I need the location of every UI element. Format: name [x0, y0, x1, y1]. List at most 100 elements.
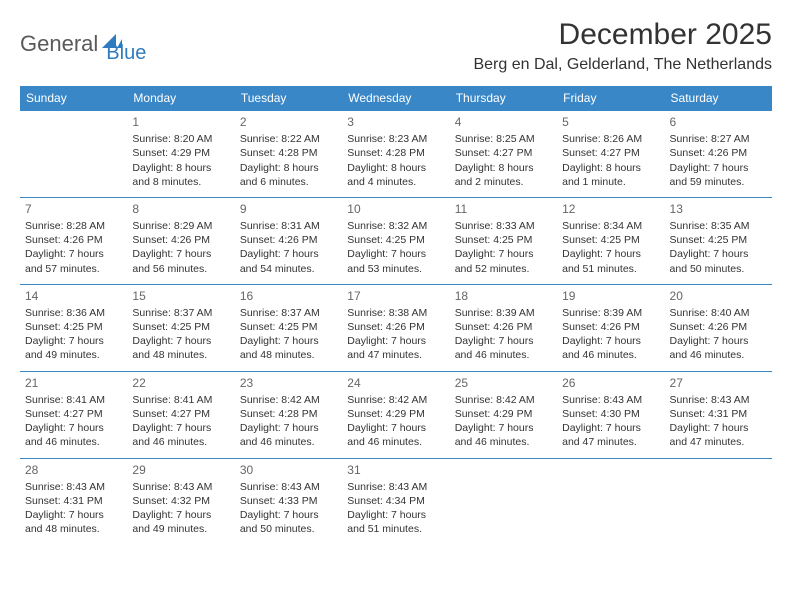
day-cell: 1Sunrise: 8:20 AMSunset: 4:29 PMDaylight…	[127, 111, 234, 198]
day-number: 10	[347, 201, 444, 217]
day-number: 29	[132, 462, 229, 478]
day-number: 26	[562, 375, 659, 391]
day-number: 19	[562, 288, 659, 304]
day-cell	[665, 458, 772, 544]
day-number: 28	[25, 462, 122, 478]
daylight-line: Daylight: 7 hours and 46 minutes.	[25, 421, 122, 449]
sunset-line: Sunset: 4:29 PM	[455, 407, 552, 421]
sunrise-line: Sunrise: 8:32 AM	[347, 219, 444, 233]
daylight-line: Daylight: 7 hours and 54 minutes.	[240, 247, 337, 275]
logo-word-1: General	[20, 31, 98, 57]
sunset-line: Sunset: 4:34 PM	[347, 494, 444, 508]
day-cell: 15Sunrise: 8:37 AMSunset: 4:25 PMDayligh…	[127, 284, 234, 371]
sunrise-line: Sunrise: 8:25 AM	[455, 132, 552, 146]
day-number: 6	[670, 114, 767, 130]
sunrise-line: Sunrise: 8:22 AM	[240, 132, 337, 146]
sunrise-line: Sunrise: 8:38 AM	[347, 306, 444, 320]
daylight-line: Daylight: 7 hours and 46 minutes.	[132, 421, 229, 449]
sunset-line: Sunset: 4:28 PM	[240, 407, 337, 421]
sunrise-line: Sunrise: 8:31 AM	[240, 219, 337, 233]
day-number: 3	[347, 114, 444, 130]
sunrise-line: Sunrise: 8:42 AM	[347, 393, 444, 407]
sunrise-line: Sunrise: 8:43 AM	[240, 480, 337, 494]
daylight-line: Daylight: 7 hours and 48 minutes.	[132, 334, 229, 362]
day-cell: 13Sunrise: 8:35 AMSunset: 4:25 PMDayligh…	[665, 197, 772, 284]
day-cell: 10Sunrise: 8:32 AMSunset: 4:25 PMDayligh…	[342, 197, 449, 284]
sunset-line: Sunset: 4:26 PM	[240, 233, 337, 247]
sunrise-line: Sunrise: 8:39 AM	[562, 306, 659, 320]
daylight-line: Daylight: 7 hours and 53 minutes.	[347, 247, 444, 275]
day-number: 22	[132, 375, 229, 391]
logo: General Blue	[20, 22, 146, 65]
sunset-line: Sunset: 4:26 PM	[670, 320, 767, 334]
page-title: December 2025	[473, 18, 772, 52]
daylight-line: Daylight: 7 hours and 57 minutes.	[25, 247, 122, 275]
sunset-line: Sunset: 4:30 PM	[562, 407, 659, 421]
day-cell: 26Sunrise: 8:43 AMSunset: 4:30 PMDayligh…	[557, 371, 664, 458]
header-row: General Blue December 2025 Berg en Dal, …	[20, 18, 772, 74]
daylight-line: Daylight: 8 hours and 1 minute.	[562, 161, 659, 189]
daylight-line: Daylight: 7 hours and 49 minutes.	[25, 334, 122, 362]
sunset-line: Sunset: 4:29 PM	[347, 407, 444, 421]
sunset-line: Sunset: 4:25 PM	[132, 320, 229, 334]
calendar-page: General Blue December 2025 Berg en Dal, …	[0, 0, 792, 562]
daylight-line: Daylight: 7 hours and 51 minutes.	[562, 247, 659, 275]
daylight-line: Daylight: 7 hours and 48 minutes.	[25, 508, 122, 536]
day-cell	[557, 458, 664, 544]
sunset-line: Sunset: 4:26 PM	[670, 146, 767, 160]
daylight-line: Daylight: 7 hours and 50 minutes.	[670, 247, 767, 275]
day-cell: 30Sunrise: 8:43 AMSunset: 4:33 PMDayligh…	[235, 458, 342, 544]
day-cell: 12Sunrise: 8:34 AMSunset: 4:25 PMDayligh…	[557, 197, 664, 284]
sunset-line: Sunset: 4:27 PM	[25, 407, 122, 421]
sunrise-line: Sunrise: 8:37 AM	[240, 306, 337, 320]
daylight-line: Daylight: 7 hours and 52 minutes.	[455, 247, 552, 275]
day-cell: 8Sunrise: 8:29 AMSunset: 4:26 PMDaylight…	[127, 197, 234, 284]
day-cell: 21Sunrise: 8:41 AMSunset: 4:27 PMDayligh…	[20, 371, 127, 458]
sunrise-line: Sunrise: 8:28 AM	[25, 219, 122, 233]
daylight-line: Daylight: 7 hours and 50 minutes.	[240, 508, 337, 536]
sunrise-line: Sunrise: 8:29 AM	[132, 219, 229, 233]
week-row: 1Sunrise: 8:20 AMSunset: 4:29 PMDaylight…	[20, 111, 772, 198]
day-number: 17	[347, 288, 444, 304]
daylight-line: Daylight: 7 hours and 46 minutes.	[562, 334, 659, 362]
daylight-line: Daylight: 7 hours and 46 minutes.	[455, 334, 552, 362]
daylight-line: Daylight: 7 hours and 56 minutes.	[132, 247, 229, 275]
daylight-line: Daylight: 7 hours and 46 minutes.	[670, 334, 767, 362]
sunrise-line: Sunrise: 8:41 AM	[25, 393, 122, 407]
sunset-line: Sunset: 4:25 PM	[240, 320, 337, 334]
day-cell: 16Sunrise: 8:37 AMSunset: 4:25 PMDayligh…	[235, 284, 342, 371]
day-number: 5	[562, 114, 659, 130]
day-cell: 7Sunrise: 8:28 AMSunset: 4:26 PMDaylight…	[20, 197, 127, 284]
day-cell: 11Sunrise: 8:33 AMSunset: 4:25 PMDayligh…	[450, 197, 557, 284]
day-cell: 27Sunrise: 8:43 AMSunset: 4:31 PMDayligh…	[665, 371, 772, 458]
day-cell: 22Sunrise: 8:41 AMSunset: 4:27 PMDayligh…	[127, 371, 234, 458]
daylight-line: Daylight: 7 hours and 46 minutes.	[455, 421, 552, 449]
day-cell: 18Sunrise: 8:39 AMSunset: 4:26 PMDayligh…	[450, 284, 557, 371]
sunset-line: Sunset: 4:26 PM	[132, 233, 229, 247]
sunset-line: Sunset: 4:25 PM	[25, 320, 122, 334]
week-row: 21Sunrise: 8:41 AMSunset: 4:27 PMDayligh…	[20, 371, 772, 458]
day-number: 16	[240, 288, 337, 304]
week-row: 7Sunrise: 8:28 AMSunset: 4:26 PMDaylight…	[20, 197, 772, 284]
sunrise-line: Sunrise: 8:20 AM	[132, 132, 229, 146]
day-cell: 6Sunrise: 8:27 AMSunset: 4:26 PMDaylight…	[665, 111, 772, 198]
day-number: 1	[132, 114, 229, 130]
location-text: Berg en Dal, Gelderland, The Netherlands	[473, 56, 772, 74]
daylight-line: Daylight: 8 hours and 2 minutes.	[455, 161, 552, 189]
sunset-line: Sunset: 4:32 PM	[132, 494, 229, 508]
day-cell: 24Sunrise: 8:42 AMSunset: 4:29 PMDayligh…	[342, 371, 449, 458]
sunrise-line: Sunrise: 8:43 AM	[670, 393, 767, 407]
week-row: 28Sunrise: 8:43 AMSunset: 4:31 PMDayligh…	[20, 458, 772, 544]
sunset-line: Sunset: 4:25 PM	[455, 233, 552, 247]
daylight-line: Daylight: 7 hours and 47 minutes.	[670, 421, 767, 449]
day-header-cell: Friday	[557, 86, 664, 111]
day-number: 14	[25, 288, 122, 304]
day-number: 20	[670, 288, 767, 304]
sunset-line: Sunset: 4:31 PM	[670, 407, 767, 421]
sunrise-line: Sunrise: 8:33 AM	[455, 219, 552, 233]
sunset-line: Sunset: 4:31 PM	[25, 494, 122, 508]
sunrise-line: Sunrise: 8:43 AM	[347, 480, 444, 494]
daylight-line: Daylight: 7 hours and 59 minutes.	[670, 161, 767, 189]
daylight-line: Daylight: 8 hours and 4 minutes.	[347, 161, 444, 189]
daylight-line: Daylight: 8 hours and 6 minutes.	[240, 161, 337, 189]
